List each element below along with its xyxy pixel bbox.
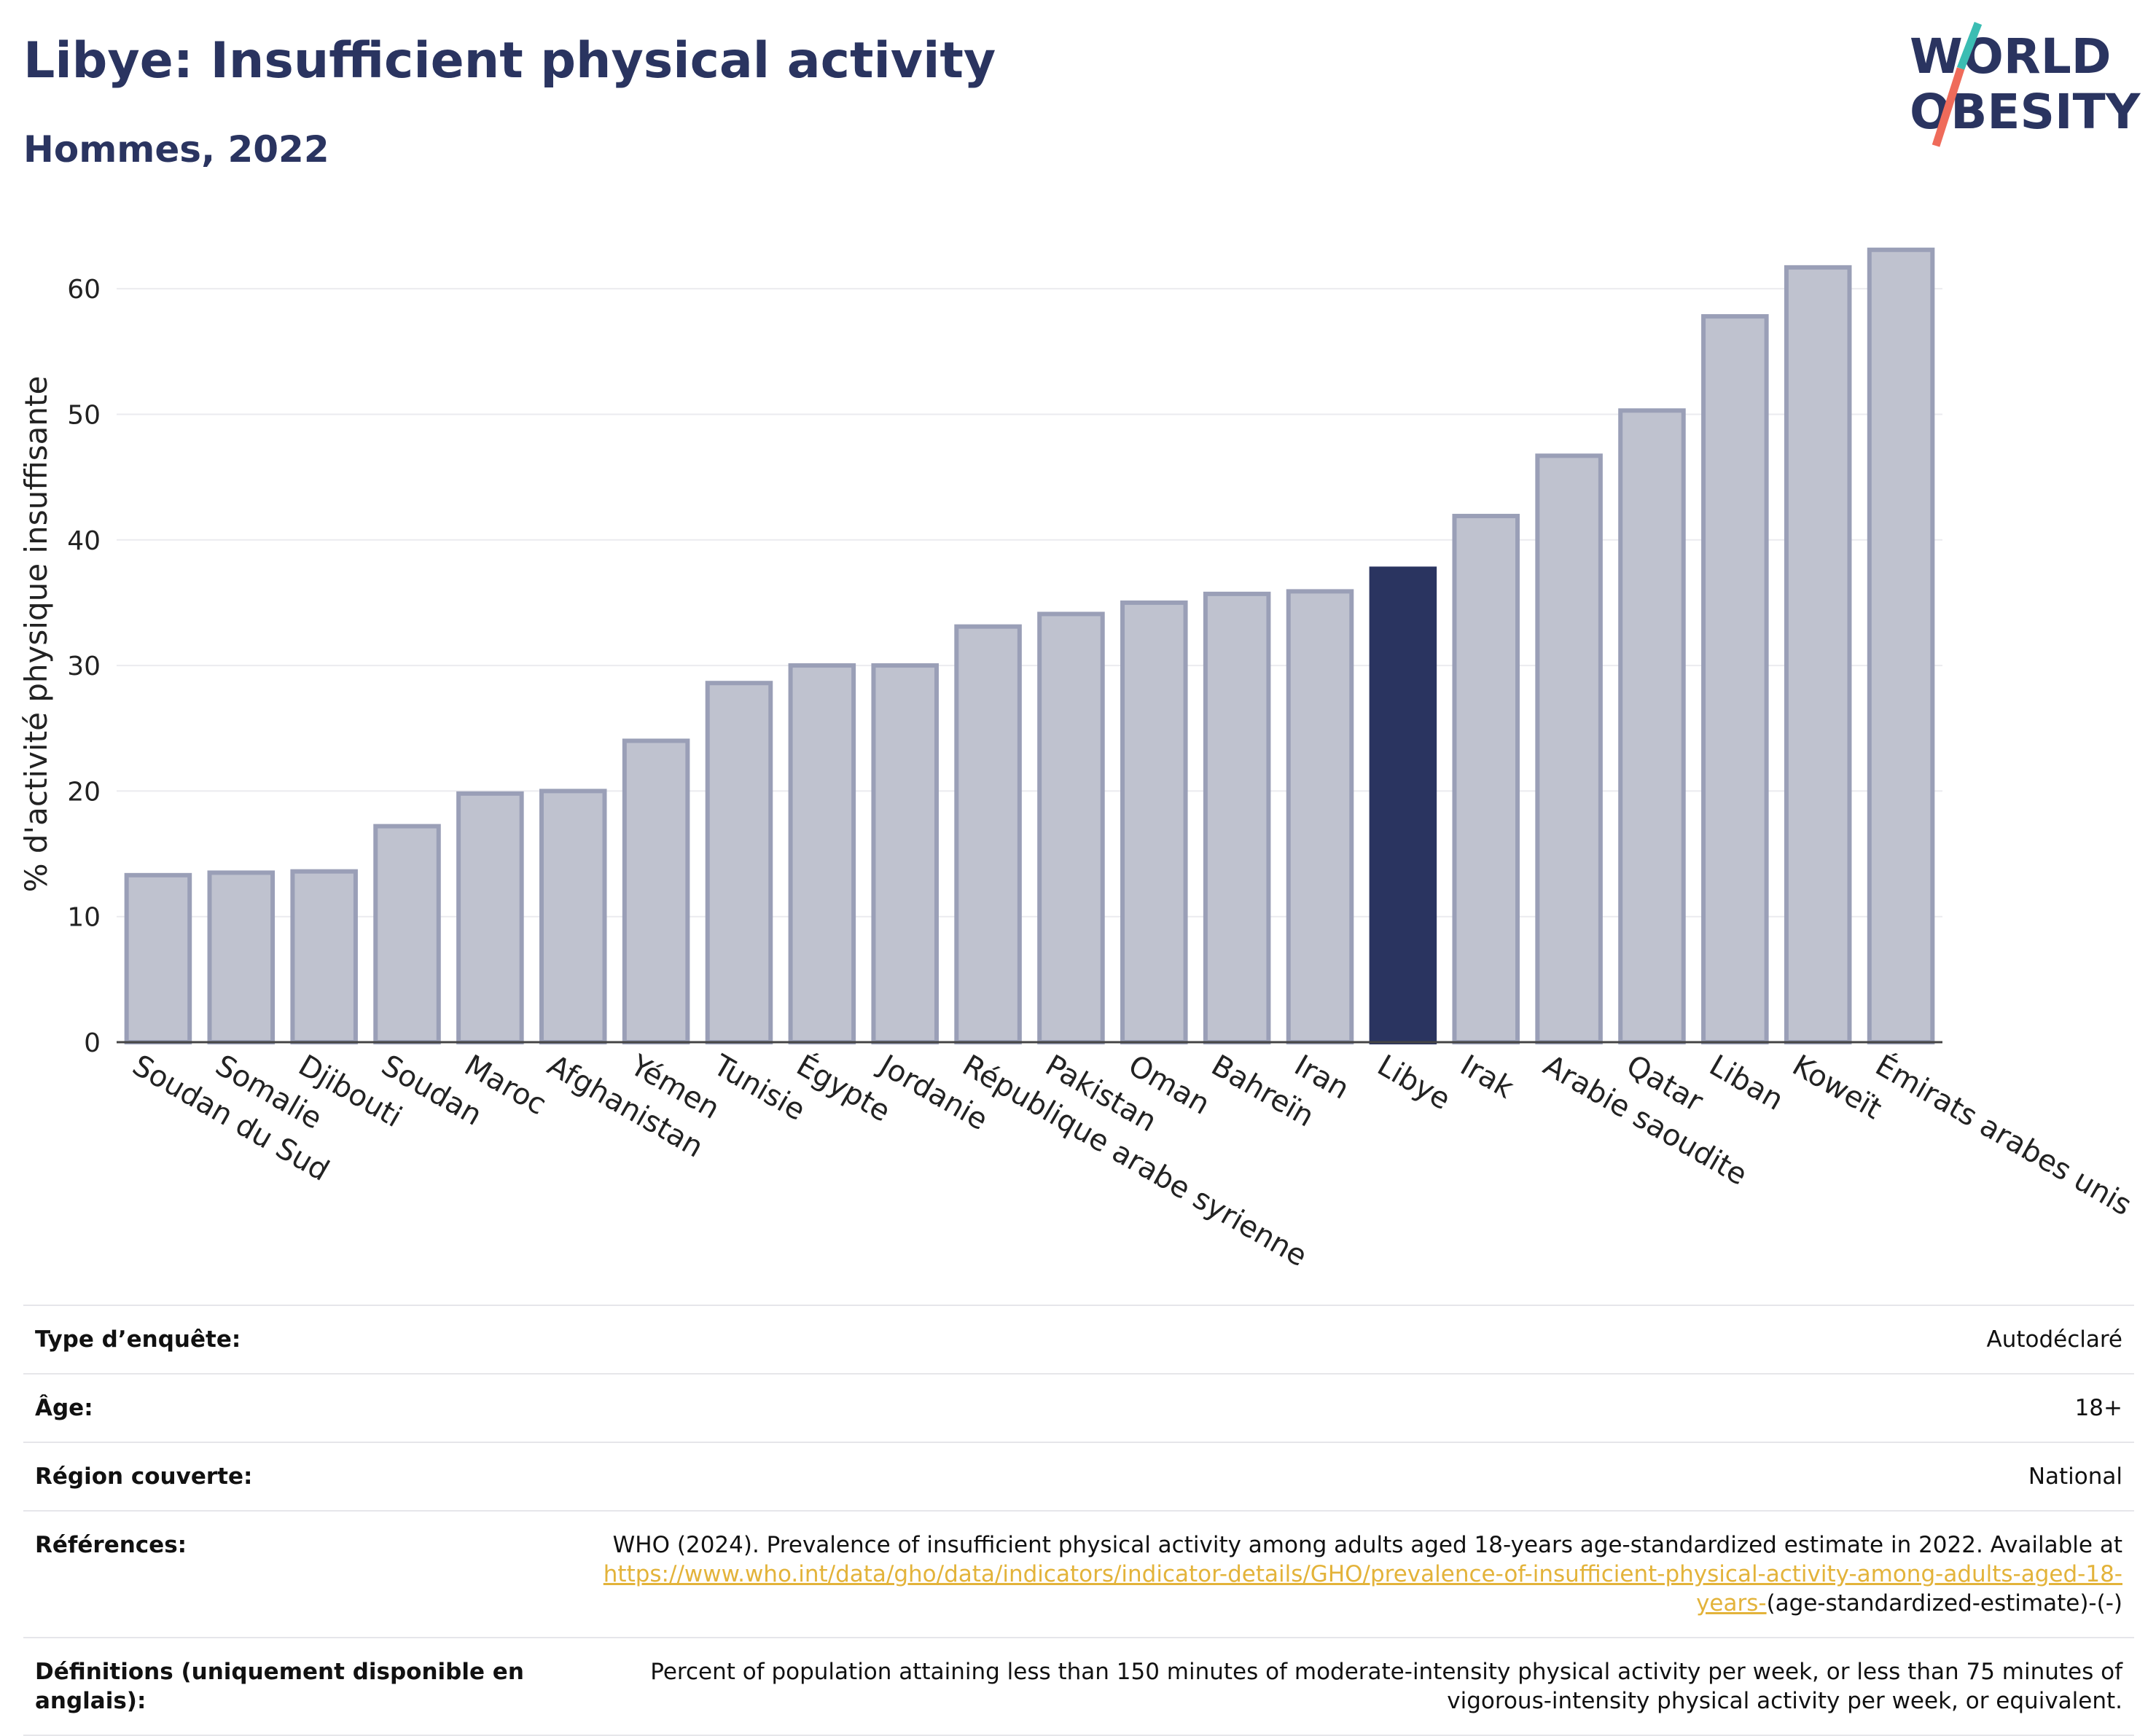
x-tick-label: Irak [1455,1049,1520,1106]
info-label: Région couverte: [23,1442,542,1511]
y-tick-label: 60 [67,275,101,305]
logo-slash-coral [1932,67,1965,147]
bar [124,872,192,1044]
bars [124,247,1935,1045]
x-tick-label: Émirats arabes unis [1870,1047,2138,1222]
bar [954,624,1022,1044]
info-value: Percent of population attaining less tha… [542,1637,2134,1736]
bar [705,681,773,1044]
info-label: Définitions (uniquement disponible en an… [23,1637,542,1736]
bar [290,869,358,1045]
info-value: WHO (2024). Prevalence of insufficient p… [542,1510,2134,1638]
bar-chart: 0 10 20 30 40 50 60 Soudan du SudSomalieDjibou… [18,247,2138,1273]
bar [373,824,441,1045]
info-table: Type d’enquête: Autodéclaré Âge: 18+ Rég… [23,1305,2134,1736]
info-value: National [542,1442,2134,1511]
bar [1784,265,1852,1044]
y-tick-label: 0 [84,1028,101,1058]
reference-text: WHO (2024). Prevalence of insufficient p… [612,1532,2122,1558]
bar [1369,566,1437,1044]
bar [1867,247,1935,1045]
info-row-region: Région couverte: National [23,1442,2134,1511]
x-tick-label: Tunisie [707,1048,811,1127]
info-label: Âge: [23,1373,542,1442]
bar [788,663,856,1044]
y-tick-label: 30 [67,652,101,681]
reference-link[interactable]: https://www.who.int/data/gho/data/indica… [603,1561,2122,1616]
bar [622,738,690,1044]
x-tick-label: Libye [1372,1049,1456,1117]
bar [1037,611,1105,1044]
logo-slash-teal [1956,22,1983,70]
reference-suffix: (age-standardized-estimate)-(-) [1766,1590,2122,1616]
info-label: Références: [23,1510,542,1638]
world-obesity-logo: WORLD OBESITY [1910,22,2141,147]
bar [1286,589,1354,1044]
info-value: Autodéclaré [542,1305,2134,1374]
info-row-age: Âge: 18+ [23,1373,2134,1442]
y-tick-label: 50 [67,400,101,430]
bar [1120,600,1188,1044]
bar [1203,591,1271,1044]
page-title: Libye: Insufficient physical activity [23,32,996,90]
info-value: 18+ [542,1373,2134,1442]
info-row-definitions: Définitions (uniquement disponible en an… [23,1637,2134,1736]
x-tick-label: Égypte [791,1047,897,1129]
x-tick-labels: Soudan du SudSomalieDjiboutiSoudanMarocA… [127,1047,2138,1273]
bar [871,663,939,1044]
y-tick-labels: 0 10 20 30 40 50 60 [67,275,101,1058]
y-tick-label: 40 [67,526,101,556]
info-row-survey-type: Type d’enquête: Autodéclaré [23,1305,2134,1374]
y-axis-label: % d'activité physique insuffisante [18,376,54,893]
bar [1701,314,1769,1045]
page-subtitle: Hommes, 2022 [23,128,329,171]
x-tick-label: Koweït [1786,1049,1887,1126]
y-tick-label: 20 [67,777,101,807]
bar [1618,408,1686,1044]
x-tick-label: Liban [1703,1049,1789,1117]
bar [456,791,524,1044]
bar [1535,453,1603,1045]
bar [539,789,607,1045]
info-label: Type d’enquête: [23,1305,542,1374]
bar [1452,514,1520,1044]
bar [207,870,276,1045]
logo-line1: WORLD [1910,28,2112,85]
info-row-references: Références: WHO (2024). Prevalence of in… [23,1510,2134,1638]
y-tick-label: 10 [67,903,101,933]
